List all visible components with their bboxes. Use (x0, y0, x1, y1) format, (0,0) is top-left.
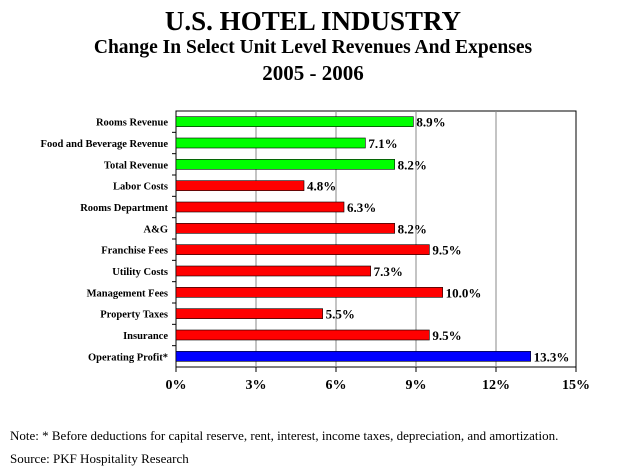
category-label-0: Rooms Revenue (96, 118, 168, 129)
category-label-2: Total Revenue (104, 160, 168, 171)
bar-1 (175, 137, 366, 149)
category-label-1: Food and Beverage Revenue (41, 139, 169, 150)
data-label-4: 6.3% (347, 200, 376, 215)
category-label-5: A&G (144, 224, 169, 235)
x-tick-label-6: 6% (326, 378, 347, 393)
data-label-7: 7.3% (374, 264, 403, 279)
bar-10 (175, 329, 430, 341)
category-label-10: Insurance (123, 331, 168, 342)
data-label-0: 8.9% (416, 115, 445, 130)
x-tick-label-3: 3% (246, 378, 267, 393)
bar-6 (175, 244, 430, 255)
data-label-10: 9.5% (432, 328, 461, 343)
data-label-5: 8.2% (398, 221, 427, 236)
bar-8 (175, 287, 443, 298)
chart-years: 2005 - 2006 (262, 61, 364, 85)
category-label-4: Rooms Department (80, 203, 168, 214)
category-label-8: Management Fees (87, 288, 168, 299)
category-label-11: Operating Profit* (88, 352, 168, 363)
data-label-9: 5.5% (326, 307, 355, 322)
bar-3 (175, 180, 305, 191)
bar-7 (175, 265, 371, 277)
x-tick-label-9: 9% (406, 378, 427, 393)
bar-0 (175, 116, 414, 127)
category-label-6: Franchise Fees (101, 246, 168, 257)
bar-2 (175, 159, 395, 170)
footnote-source: Source: PKF Hospitality Research (10, 451, 189, 466)
bar-5 (175, 223, 395, 234)
x-tick-label-12: 12% (482, 378, 510, 393)
data-label-8: 10.0% (446, 285, 482, 300)
data-label-6: 9.5% (432, 243, 461, 258)
data-label-1: 7.1% (368, 136, 397, 151)
footnote-note: Note: * Before deductions for capital re… (10, 428, 559, 443)
data-label-2: 8.2% (398, 157, 427, 172)
bar-11 (175, 351, 531, 362)
category-label-7: Utility Costs (112, 267, 168, 278)
chart-subtitle: Change In Select Unit Level Revenues And… (93, 37, 533, 58)
bar-4 (175, 201, 345, 213)
title-block: U.S. HOTEL INDUSTRY Change In Select Uni… (0, 6, 626, 86)
data-label-3: 4.8% (307, 179, 336, 194)
category-label-3: Labor Costs (113, 182, 168, 193)
bar-9 (175, 308, 323, 319)
category-label-9: Property Taxes (100, 310, 168, 321)
x-tick-label-0: 0% (166, 378, 187, 393)
chart-title: U.S. HOTEL INDUSTRY (164, 6, 462, 36)
x-tick-label-15: 15% (562, 378, 590, 393)
data-label-11: 13.3% (534, 349, 570, 364)
